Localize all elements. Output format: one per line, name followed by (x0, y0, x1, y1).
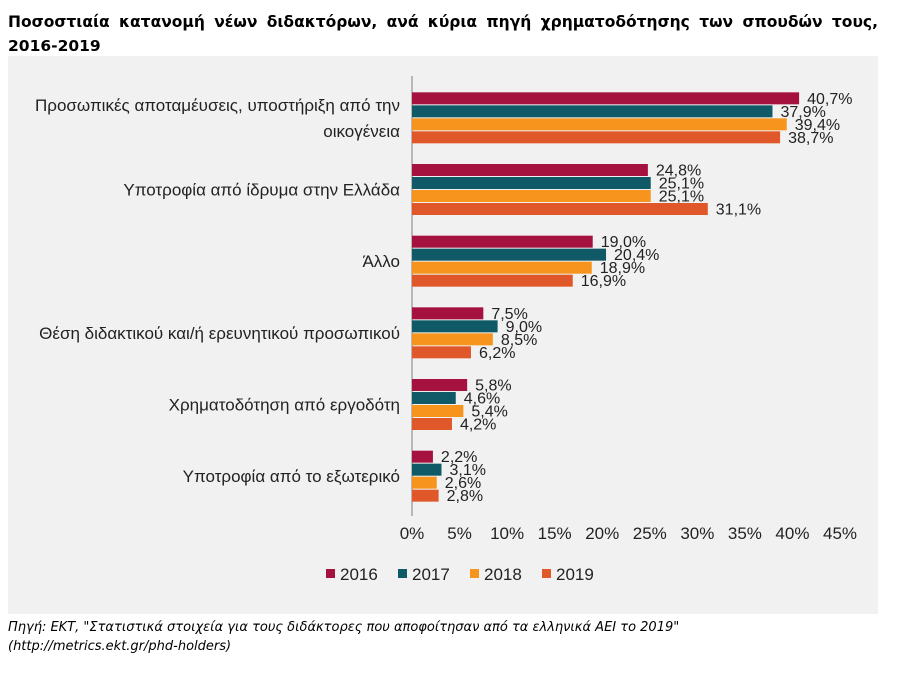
data-label: 4,2% (460, 417, 496, 434)
source-line-1: Πηγή: ΕΚΤ, "Στατιστικά στοιχεία για τους… (8, 620, 680, 635)
category-label: Προσωπικές αποταμέυσεις, υποστήριξη από … (35, 96, 400, 115)
bar-2017 (412, 177, 651, 189)
category-label: Θέση διδακτικού και/ή ερευνητικού προσωπ… (39, 324, 400, 343)
bar-2018 (412, 405, 464, 417)
data-label: 24,8% (656, 163, 701, 180)
category-label: Υποτροφία από ίδρυμα στην Ελλάδα (123, 181, 400, 200)
source-line-2: (http://metrics.ekt.gr/phd-holders) (8, 639, 232, 654)
data-label: 6,2% (479, 345, 515, 362)
data-label: 39,4% (795, 117, 840, 134)
legend-swatch-2016 (326, 569, 335, 578)
x-tick-label: 40% (775, 524, 809, 543)
data-label: 20,4% (614, 247, 659, 264)
source-note: Πηγή: ΕΚΤ, "Στατιστικά στοιχεία για τους… (8, 618, 888, 656)
bar-2018 (412, 261, 592, 274)
bar-2017 (412, 463, 442, 476)
data-label: 2,2% (441, 449, 477, 466)
category-label: Άλλο (362, 252, 400, 271)
data-label: 8,5% (501, 332, 537, 349)
data-label: 3,1% (449, 462, 485, 479)
bar-2019 (412, 203, 708, 215)
bar-2017 (412, 105, 773, 118)
data-label: 25,1% (659, 189, 704, 206)
bar-2016 (412, 307, 484, 320)
bar-2016 (412, 92, 800, 105)
category-label: οικογένεια (323, 122, 400, 141)
data-label: 2,6% (445, 475, 481, 492)
bar-2018 (412, 190, 651, 202)
legend-swatch-2019 (542, 569, 551, 578)
bar-2019 (412, 489, 439, 502)
data-label: 5,8% (475, 378, 511, 395)
bar-2018 (412, 118, 787, 131)
bar-chart: Προσωπικές αποταμέυσεις, υποστήριξη από … (35, 76, 857, 584)
bar-2017 (412, 320, 498, 333)
data-label: 5,4% (471, 404, 507, 421)
category-label: Χρηματοδότηση από εργοδότη (169, 396, 400, 415)
legend-label-2019: 2019 (556, 565, 594, 584)
bar-2018 (412, 333, 493, 346)
bar-2016 (412, 379, 468, 391)
data-label: 2,8% (447, 488, 483, 505)
data-label: 18,9% (600, 260, 645, 277)
data-label: 37,9% (780, 104, 825, 121)
bar-2016 (412, 235, 593, 248)
bar-2019 (412, 274, 573, 287)
bar-2016 (412, 450, 433, 463)
data-label: 19,0% (601, 234, 646, 251)
data-label: 4,6% (464, 391, 500, 408)
data-label: 16,9% (581, 273, 626, 290)
category-label: Υποτροφία από το εξωτερικό (183, 467, 400, 486)
chart-area: Προσωπικές αποταμέυσεις, υποστήριξη από … (8, 56, 878, 614)
legend-label-2016: 2016 (340, 565, 378, 584)
bar-2019 (412, 418, 452, 430)
x-tick-label: 45% (823, 524, 857, 543)
data-label: 9,0% (506, 319, 542, 336)
legend-label-2018: 2018 (484, 565, 522, 584)
x-tick-label: 15% (538, 524, 572, 543)
bar-2017 (412, 392, 456, 404)
x-tick-label: 5% (447, 524, 472, 543)
bar-2019 (412, 131, 781, 144)
data-label: 38,7% (788, 130, 833, 147)
data-label: 7,5% (491, 306, 527, 323)
chart-title: Ποσοστιαία κατανομή νέων διδακτόρων, ανά… (8, 13, 878, 55)
x-tick-label: 10% (490, 524, 524, 543)
x-tick-label: 0% (400, 524, 425, 543)
data-label: 31,1% (716, 202, 761, 219)
data-label: 40,7% (807, 91, 852, 108)
legend-swatch-2017 (398, 569, 407, 578)
bar-2019 (412, 346, 471, 359)
bar-2016 (412, 164, 648, 176)
x-tick-label: 30% (680, 524, 714, 543)
x-tick-label: 20% (585, 524, 619, 543)
x-tick-label: 25% (633, 524, 667, 543)
data-label: 25,1% (659, 176, 704, 193)
bar-2018 (412, 476, 437, 489)
x-tick-label: 35% (728, 524, 762, 543)
legend-label-2017: 2017 (412, 565, 450, 584)
legend-swatch-2018 (470, 569, 479, 578)
bar-2017 (412, 248, 607, 261)
